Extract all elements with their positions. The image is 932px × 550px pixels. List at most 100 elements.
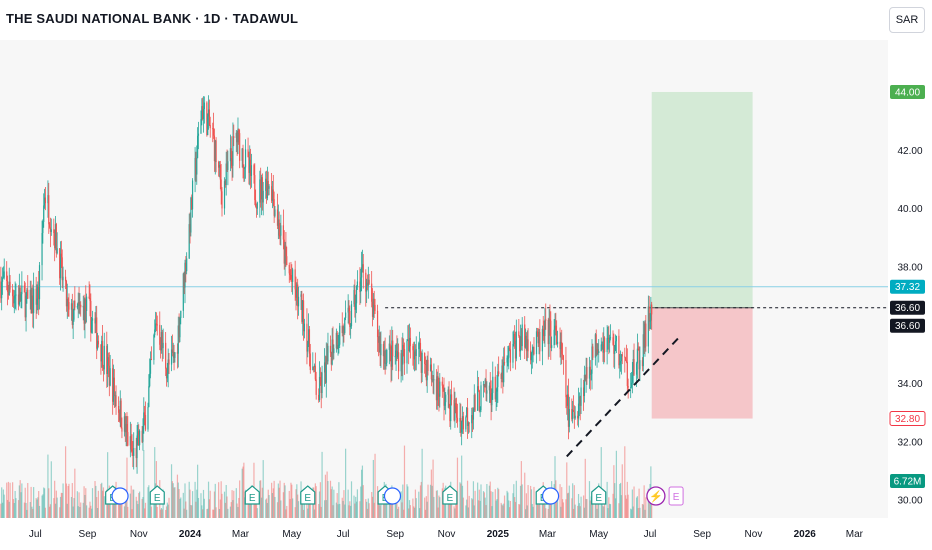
candle-body [554,325,556,330]
volume-bar [125,489,127,518]
candle-body [186,258,188,272]
volume-bar [142,497,144,518]
dividend-icon[interactable] [111,487,129,505]
earnings-icon[interactable] [149,485,165,505]
earnings-icon[interactable] [244,485,260,505]
volume-bar [480,484,482,518]
volume-badge: 6.72M [894,477,922,488]
volume-bar [477,500,480,518]
candle-body [535,331,538,355]
earnings-label: E [154,493,161,504]
candle-body [643,334,645,348]
candle-body [565,360,567,398]
candle-body [66,299,68,307]
volume-bar [384,496,386,518]
candle-body [625,360,628,362]
dividend-icon[interactable] [383,487,402,505]
candle-body [396,350,398,358]
candle-body [266,180,269,199]
candle-body [538,331,540,344]
volume-bar [648,491,650,518]
candle-body [365,272,367,292]
x-tick-label: 2024 [179,529,202,540]
volume-bar [160,509,162,518]
candle-body [367,279,369,286]
candle-body [592,346,594,358]
volume-bar [514,497,516,518]
volume-bar [244,497,246,518]
volume-bar [50,461,52,518]
candle-body [330,352,332,365]
candle-body [544,319,546,337]
volume-bar [103,496,105,518]
candle-body [609,337,611,343]
candle-body [595,334,597,356]
candle-body [492,376,494,394]
candle-body [604,337,606,353]
candle-body [162,342,164,349]
candle-body [329,345,332,353]
candle-body [115,395,117,406]
candle-body [531,349,533,353]
event-markers[interactable]: EEEEEEEE⚡E [105,485,684,506]
volume-bar [315,486,317,518]
candle-body [54,224,57,249]
volume-bar [374,453,376,518]
volume-bar [335,502,337,518]
volume-bar [137,504,139,518]
candle-body [150,359,152,361]
candle-body [215,140,217,163]
volume-bar [201,505,203,518]
currency-button[interactable]: SAR [889,7,925,33]
earnings-icon[interactable] [300,485,316,505]
candle-body [6,281,9,292]
candle-body [514,333,516,341]
volume-bar [170,464,173,518]
candle-body [131,449,133,451]
candle-body [550,320,552,348]
earnings-icon[interactable] [591,485,607,505]
earnings-icon[interactable] [442,485,458,505]
candle-body [450,394,453,400]
candle-body [31,295,33,313]
candle-body [354,289,356,310]
volume-bar [526,505,528,518]
candle-body [314,365,316,380]
volume-bar [332,505,334,518]
candle-body [262,190,264,203]
volume-bar [645,497,647,518]
stop-zone[interactable] [651,307,753,419]
upcoming-earnings-icon[interactable] [668,486,684,506]
candle-body [71,303,73,325]
volume-bar [419,485,422,518]
volume-bar [80,502,82,518]
volume-bar [42,494,44,518]
volume-bar [294,507,296,518]
volume-bar [467,507,469,518]
volume-bar [512,493,514,518]
dividend-icon[interactable] [541,487,560,505]
volume-bar [642,504,644,518]
volume-bar [460,483,462,518]
volume-bar [13,503,15,518]
candle-body [442,385,444,389]
candle-body [441,381,443,386]
candle-body [96,340,99,349]
volume-bar [86,505,88,518]
volume-bar [647,488,649,518]
volume-bar [255,496,257,518]
candle-body [400,353,402,372]
candle-body [453,399,455,421]
split-icon[interactable] [646,486,666,506]
volume-bar [225,484,227,518]
candle-body [283,239,285,264]
target-zone[interactable] [651,91,753,308]
volume-bar [568,485,570,518]
volume-bar [96,497,98,518]
entry-price-badge: 36.60 [895,303,920,314]
volume-bar [330,489,332,518]
volume-bar [1,502,4,518]
volume-bar [562,502,565,518]
volume-bar [147,487,149,518]
